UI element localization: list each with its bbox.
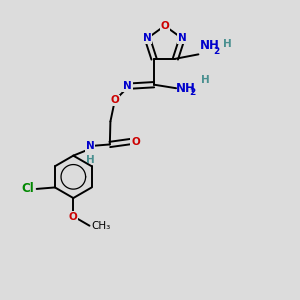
Text: O: O bbox=[160, 21, 169, 31]
Text: 2: 2 bbox=[213, 47, 219, 56]
Text: H: H bbox=[86, 155, 94, 165]
Text: N: N bbox=[178, 33, 187, 43]
Text: O: O bbox=[110, 95, 119, 105]
Text: NH: NH bbox=[176, 82, 196, 95]
Text: H: H bbox=[223, 39, 232, 49]
Text: 2: 2 bbox=[189, 88, 195, 97]
Text: O: O bbox=[131, 136, 140, 146]
Text: N: N bbox=[123, 81, 132, 91]
Text: NH: NH bbox=[200, 39, 220, 52]
Text: Cl: Cl bbox=[22, 182, 34, 195]
Text: H: H bbox=[200, 75, 209, 85]
Text: O: O bbox=[69, 212, 78, 222]
Text: N: N bbox=[86, 141, 94, 151]
Text: CH₃: CH₃ bbox=[92, 221, 111, 231]
Text: N: N bbox=[143, 33, 152, 43]
